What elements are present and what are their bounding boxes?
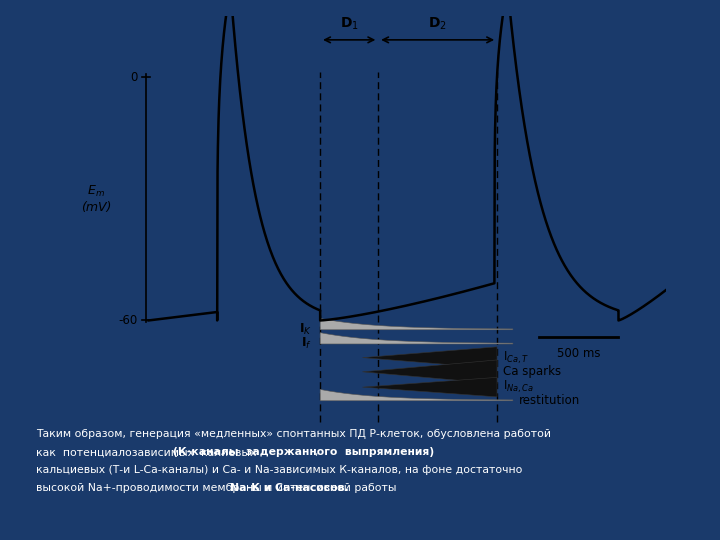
Text: кальциевых (Т-и L-Са-каналы) и Са- и Na-зависимых К-каналов, на фоне достаточно: кальциевых (Т-и L-Са-каналы) и Са- и Na-… <box>36 465 523 475</box>
Text: I$_{Ca, T}$: I$_{Ca, T}$ <box>503 349 529 366</box>
Text: как  потенциалозависимых  калиевых: как потенциалозависимых калиевых <box>36 447 264 457</box>
Polygon shape <box>362 347 497 368</box>
Text: D$_2$: D$_2$ <box>428 16 447 32</box>
Text: restitution: restitution <box>519 394 580 407</box>
Text: ,: , <box>315 447 318 457</box>
Text: D$_1$: D$_1$ <box>340 16 359 32</box>
Text: I$_K$: I$_K$ <box>299 322 312 337</box>
Text: Ca sparks: Ca sparks <box>503 366 562 379</box>
Polygon shape <box>320 319 513 330</box>
Text: I$_{Na, Ca}$: I$_{Na, Ca}$ <box>503 379 535 395</box>
Text: (К-каналы  задержанного  выпрямления): (К-каналы задержанного выпрямления) <box>174 447 434 457</box>
Text: Таким образом, генерация «медленных» спонтанных ПД Р-клеток, обусловлена работой: Таким образом, генерация «медленных» спо… <box>36 429 551 440</box>
Polygon shape <box>320 389 513 401</box>
Text: I$_f$: I$_f$ <box>301 336 312 351</box>
Text: -60: -60 <box>119 314 138 327</box>
Text: 0: 0 <box>130 71 138 84</box>
Polygon shape <box>320 333 513 344</box>
Text: E$_m$
(mV): E$_m$ (mV) <box>81 184 111 214</box>
Polygon shape <box>362 360 497 384</box>
Text: Na-К и Са-насосов.: Na-К и Са-насосов. <box>230 483 349 493</box>
Polygon shape <box>362 377 497 397</box>
Text: высокой Na+-проводимости мембраны и интенсивной работы: высокой Na+-проводимости мембраны и инте… <box>36 483 400 493</box>
Text: 500 ms: 500 ms <box>557 347 600 360</box>
